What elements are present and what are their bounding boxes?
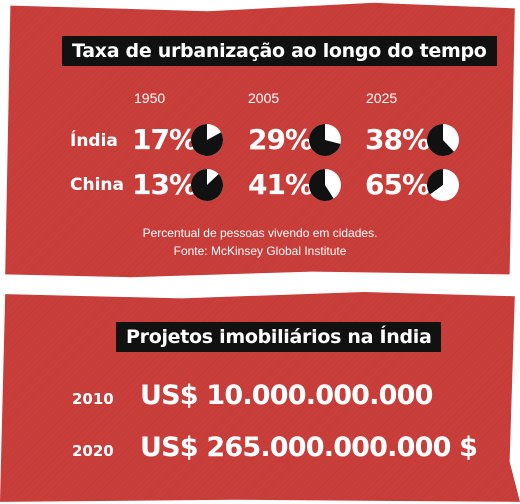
- year-label-2005: 2005: [248, 90, 280, 106]
- urbanization-title: Taxa de urbanização ao longo do tempo: [62, 36, 497, 66]
- invest-year-2010: 2010: [72, 390, 114, 408]
- pie-china-1950: [191, 169, 223, 201]
- pct-india-2005: 29%: [248, 123, 313, 156]
- chart-source: Fonte: McKinsey Global Institute: [173, 244, 347, 258]
- pie-slice-rural: [191, 169, 223, 201]
- pie-india-1950: [191, 124, 223, 156]
- pie-slice-rural: [309, 124, 341, 156]
- pie-india-2025: [427, 124, 459, 156]
- pie-slice-rural: [427, 124, 454, 156]
- year-label-1950: 1950: [134, 90, 166, 106]
- pie-slice-rural: [191, 124, 223, 156]
- pct-china-2005: 41%: [248, 168, 313, 201]
- pct-india-1950: 17%: [132, 123, 197, 156]
- invest-year-2020: 2020: [72, 442, 114, 460]
- chart-note: Percentual de pessoas vivendo em cidades…: [142, 226, 378, 240]
- invest-amount-2020: US$ 265.000.000.000 $: [140, 432, 478, 463]
- pie-india-2005: [309, 124, 341, 156]
- year-label-2025: 2025: [366, 90, 398, 106]
- pct-india-2025: 38%: [365, 123, 430, 156]
- row-label-china: China: [70, 175, 124, 195]
- pie-china-2005: [309, 169, 341, 201]
- pct-china-1950: 13%: [132, 168, 197, 201]
- pie-slice-rural: [427, 169, 443, 195]
- invest-amount-2010: US$ 10.000.000.000: [140, 380, 433, 411]
- pct-china-2025: 65%: [365, 168, 430, 201]
- pie-slice-rural: [309, 169, 334, 201]
- real-estate-title: Projetos imobiliários na Índia: [116, 322, 442, 352]
- row-label-india: Índia: [70, 131, 118, 151]
- pie-china-2025: [427, 169, 459, 201]
